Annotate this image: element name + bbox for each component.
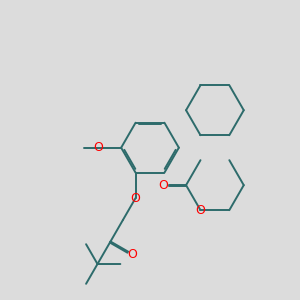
Text: O: O — [127, 248, 137, 261]
Text: O: O — [159, 179, 169, 192]
Text: O: O — [196, 204, 206, 217]
Text: O: O — [93, 141, 103, 154]
Text: O: O — [130, 192, 140, 205]
